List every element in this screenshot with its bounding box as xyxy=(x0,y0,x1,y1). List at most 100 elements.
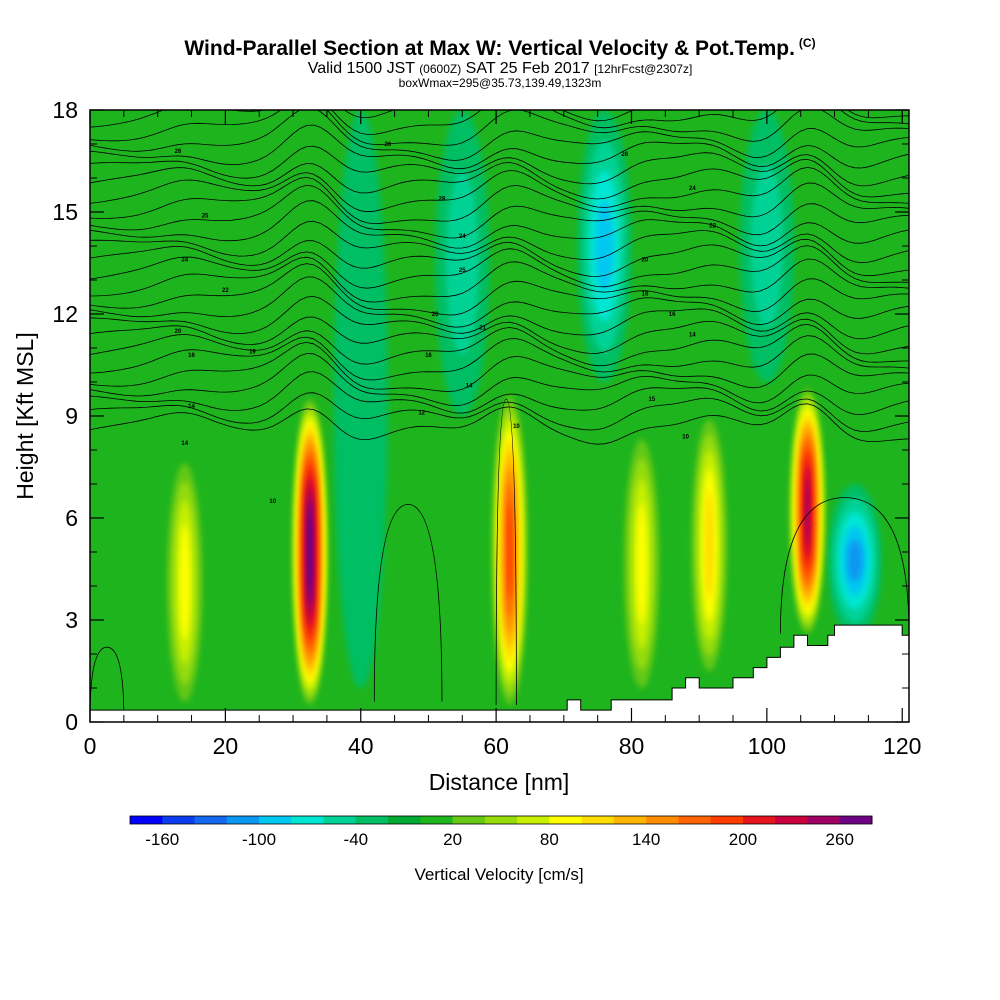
colorbar-swatch xyxy=(130,816,163,824)
colorbar-tick-label: -160 xyxy=(145,830,179,849)
updraft-core xyxy=(179,524,191,641)
colorbar-swatch xyxy=(194,816,228,824)
y-tick-label: 9 xyxy=(65,403,78,429)
isentrope xyxy=(90,256,909,303)
downdraft-core xyxy=(750,164,784,328)
isentrope-label: 10 xyxy=(682,434,689,440)
chart-title: Wind-Parallel Section at Max W: Vertical… xyxy=(0,36,1000,61)
isentrope-label: 20 xyxy=(432,312,439,318)
colorbar-swatch xyxy=(517,816,550,824)
isentrope-label: 15 xyxy=(648,397,655,403)
colorbar-tick-label: -40 xyxy=(344,830,369,849)
isentrope-label: 16 xyxy=(669,312,676,318)
colorbar-swatch xyxy=(226,816,260,824)
colorbar-tick-label: 80 xyxy=(540,830,559,849)
downdraft-core xyxy=(446,171,479,355)
colorbar-swatch xyxy=(388,816,421,824)
colorbar-swatch xyxy=(678,816,712,824)
y-axis-label: Height [Kft MSL] xyxy=(12,332,38,499)
isentrope-label: 25 xyxy=(202,213,209,219)
isentrope-label: 24 xyxy=(181,258,188,264)
isentrope-label: 26 xyxy=(384,142,391,148)
colorbar-swatch xyxy=(355,816,389,824)
isentrope-label: 20 xyxy=(175,329,182,335)
isentrope xyxy=(90,403,909,445)
colorbar-tick-label: 200 xyxy=(729,830,757,849)
y-tick-label: 6 xyxy=(65,505,78,531)
x-axis: 0 20 40 60 80 100 120 xyxy=(84,110,921,759)
isentrope-label: 25 xyxy=(459,268,466,274)
valid-date: SAT 25 Feb 2017 xyxy=(465,60,590,77)
x-tick-label: 0 xyxy=(84,733,97,759)
x-tick-label: 40 xyxy=(348,733,374,759)
isentrope-label: 24 xyxy=(689,186,696,192)
w-contour xyxy=(373,503,443,702)
x-tick-label: 60 xyxy=(483,733,509,759)
colorbar-swatch xyxy=(807,816,841,824)
isentrope xyxy=(90,176,909,225)
y-tick-label: 18 xyxy=(52,97,78,123)
isentrope xyxy=(90,316,909,355)
isentrope-labels: 10 10 10 12 14 14 14 15 16 16 19 14 20 16 20 21 22 18 24 25… xyxy=(175,142,717,505)
isentrope xyxy=(90,110,909,146)
updraft-core xyxy=(507,502,513,598)
isentrope-label: 18 xyxy=(642,292,649,298)
isentrope xyxy=(90,276,909,328)
isentrope xyxy=(90,335,909,381)
colorbar-title: Vertical Velocity [cm/s] xyxy=(414,865,583,884)
isentrope-label: 22 xyxy=(222,288,229,294)
x-axis-label: Distance [nm] xyxy=(429,769,570,795)
colorbar-swatch xyxy=(291,816,325,824)
valid-time: Valid 1500 JST xyxy=(307,60,415,77)
isentrope xyxy=(90,110,909,161)
colorbar-tick-label: 260 xyxy=(826,830,854,849)
y-tick-label: 3 xyxy=(65,607,78,633)
isentrope xyxy=(90,341,909,392)
y-tick-label: 15 xyxy=(52,199,78,225)
isentrope-label: 10 xyxy=(269,499,276,505)
forecast-info: [12hrFcst@2307z] xyxy=(594,62,693,76)
colorbar-swatch xyxy=(484,816,518,824)
terrain-mask xyxy=(90,624,909,722)
updraft-core xyxy=(636,503,647,625)
chart-subtitle-valid: Valid 1500 JST (0600Z) SAT 25 Feb 2017 [… xyxy=(0,60,1000,78)
colorbar: -160 -100 -40 20 80 140 200 260 xyxy=(129,815,873,849)
isentrope-label: 14 xyxy=(181,441,188,447)
colorbar-swatch xyxy=(775,816,808,824)
isentrope xyxy=(90,238,909,277)
isentrope xyxy=(90,371,909,416)
chart-subtitle-box: boxWmax=295@35.73,139.49,1323m xyxy=(398,76,602,90)
isentrope-label: 14 xyxy=(466,383,473,389)
y-tick-label: 12 xyxy=(52,301,78,327)
downdraft-core xyxy=(595,200,614,292)
velocity-field xyxy=(167,110,882,705)
isentrope xyxy=(90,200,909,249)
w-contour xyxy=(90,646,125,719)
w-contour xyxy=(495,398,517,706)
colorbar-swatch xyxy=(581,816,615,824)
isentrope xyxy=(90,392,909,432)
isentrope xyxy=(90,353,909,407)
isentrope-label: 19 xyxy=(249,349,256,355)
x-tick-label: 80 xyxy=(619,733,645,759)
isentrope xyxy=(90,220,909,264)
x-tick-label: 100 xyxy=(748,733,786,759)
colorbar-swatch xyxy=(839,816,873,824)
isentrope-label: 16 xyxy=(425,353,432,359)
colorbar-swatch xyxy=(452,816,486,824)
isentrope xyxy=(90,158,909,200)
updraft-core xyxy=(308,515,312,589)
y-axis: 0 3 6 9 12 15 18 xyxy=(52,97,909,735)
colorbar-swatch xyxy=(613,816,647,824)
isentrope-label: 12 xyxy=(418,411,425,417)
isentrope xyxy=(90,110,909,135)
valid-utc: (0600Z) xyxy=(419,62,462,76)
isentrope-label: 10 xyxy=(513,424,520,430)
isentrope xyxy=(90,166,909,213)
updraft-core xyxy=(805,479,810,543)
isentrope-label: 14 xyxy=(689,332,696,338)
downdraft-core xyxy=(847,539,863,582)
isentrope-label: 28 xyxy=(439,196,446,202)
x-tick-label: 120 xyxy=(883,733,921,759)
